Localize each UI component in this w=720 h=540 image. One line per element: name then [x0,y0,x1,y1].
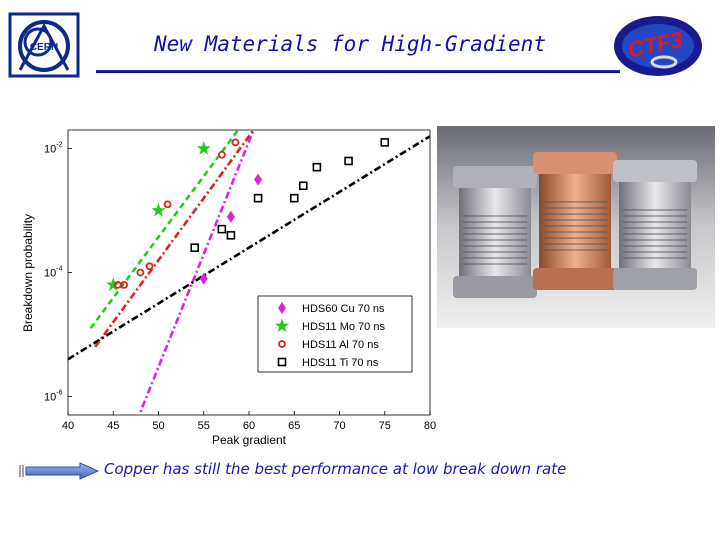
slide-title: New Materials for High-Gradient [154,32,546,56]
cern-logo: CERN [8,12,80,78]
data-point-1-2 [196,141,211,155]
ctf3-logo: CTF3 [614,16,702,76]
fit-line-3 [68,135,430,361]
data-point-2-4 [163,200,172,209]
legend-marker-1 [274,318,290,333]
data-point-3-1 [217,224,227,234]
y-axis-label: Breakdown probability [21,214,35,332]
y-tick-label-1: 10-4 [44,266,63,280]
x-tick-label-0: 40 [62,420,74,432]
data-point-2-5 [217,150,226,159]
data-point-3-7 [344,156,353,166]
data-point-3-4 [289,193,299,203]
data-point-3-0 [190,243,199,253]
legend-label-1: HDS11 Mo 70 ns [302,321,385,333]
legend-marker-0 [278,302,286,314]
legend-label-2: HDS11 Al 70 ns [302,339,379,351]
data-point-3-3 [253,193,263,203]
data-point-1-0 [106,277,121,291]
x-tick-label-7: 75 [379,420,391,432]
cern-logo-text: CERN [30,42,58,53]
data-point-2-6 [231,138,240,147]
x-tick-label-8: 80 [424,420,436,432]
x-tick-label-3: 55 [198,420,210,432]
x-tick-label-4: 60 [243,420,255,432]
x-tick-label-2: 50 [152,420,164,432]
data-point-3-5 [298,181,308,191]
data-point-3-8 [380,138,390,147]
data-point-2-3 [145,262,154,271]
x-tick-label-6: 70 [333,420,345,432]
legend-marker-3 [277,357,287,367]
y-tick-label-2: 10-6 [44,389,63,403]
x-tick-label-1: 45 [107,420,119,432]
x-axis-label: Peak gradient [212,433,287,447]
data-point-2-1 [120,280,129,289]
data-point-3-6 [312,162,322,172]
x-tick-label-5: 65 [288,420,300,432]
structure-right [613,160,697,290]
structure-left [453,166,537,298]
legend: HDS60 Cu 70 ns HDS11 Mo 70 ns HDS11 Al 70 … [257,295,413,373]
data-point-0-0 [199,272,208,285]
breakdown-probability-chart: 40 45 50 55 60 65 70 75 80 10-2 10-4 10-6 Peak grad… [21,129,436,447]
slide-caption: Copper has still the best performance at… [104,460,567,478]
data-point-3-2 [226,231,236,240]
arrow-icon [19,462,100,480]
legend-label-3: HDS11 Ti 70 ns [302,357,379,369]
legend-label-0: HDS60 Cu 70 ns [302,303,385,315]
fit-line-1 [89,130,240,330]
title-underline [96,70,620,73]
fit-line-0 [137,130,255,415]
data-point-2-2 [136,268,145,277]
structure-middle [533,152,617,290]
legend-marker-2 [278,340,286,348]
data-point-1-1 [151,203,166,217]
copper-structures-photo [437,126,715,328]
data-point-0-1 [226,210,235,223]
y-tick-label-0: 10-2 [44,142,63,156]
